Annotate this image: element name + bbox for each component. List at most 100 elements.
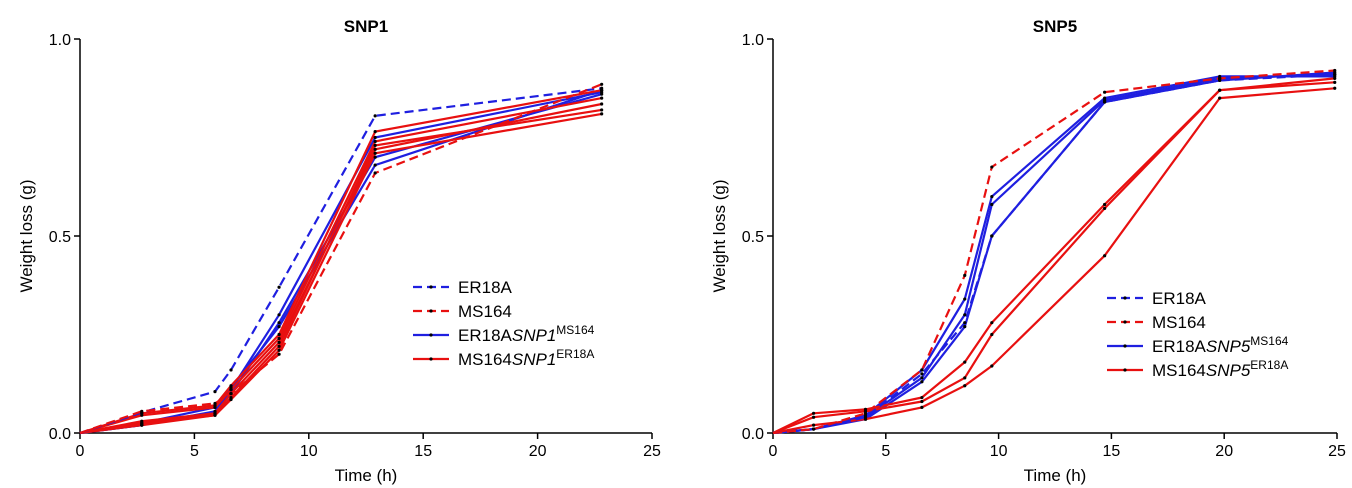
chart-1-data-point <box>920 376 924 380</box>
chart-1-legend-marker <box>1123 344 1127 348</box>
chart-0-legend-strain: ER18A <box>458 326 513 345</box>
chart-0-x-axis-label: Time (h) <box>335 466 398 485</box>
chart-0-data-point <box>229 388 233 392</box>
chart-0-data-point <box>277 285 281 289</box>
chart-0-x-tick-label: 15 <box>414 443 432 460</box>
chart-1-data-point <box>812 423 816 427</box>
chart-1-legend-allele: MS164 <box>1250 334 1288 348</box>
chart-1-legend-strain: ER18A <box>1152 289 1207 308</box>
chart-1-data-point <box>963 325 967 329</box>
chart-0-x-tick-label: 20 <box>529 443 547 460</box>
chart-0-data-point <box>373 114 377 118</box>
chart-0-x-tick-label: 25 <box>643 443 661 460</box>
chart-1-series-line <box>772 75 1335 435</box>
chart-0-legend-allele: ER18A <box>556 347 594 361</box>
chart-0-data-point <box>600 88 604 92</box>
chart-0-legend-marker <box>429 333 433 337</box>
chart-1-data-point <box>963 360 967 364</box>
chart-1-data-point <box>990 332 994 337</box>
chart-0-data-point <box>229 384 233 388</box>
chart-0-series-line <box>79 87 602 435</box>
chart-0-series-line <box>79 89 603 435</box>
chart-0-data-point <box>600 96 604 100</box>
chart-1-data-point <box>920 380 924 384</box>
chart-1-y-tick-label: 0.0 <box>742 426 764 443</box>
chart-1-x-tick-label: 20 <box>1215 443 1233 460</box>
chart-panel-snp1: SNP1 0 5 10 15 20 25 0.0 0.5 1.0 Time (h) Weight lo… <box>17 17 661 485</box>
chart-1-data-point <box>1103 254 1107 258</box>
chart-1-series-line <box>772 77 1335 434</box>
chart-1-x-tick-label: 25 <box>1328 443 1346 460</box>
chart-0-series-line <box>79 108 602 435</box>
chart-0-series-line <box>79 112 602 435</box>
chart-1-data-point <box>963 321 967 325</box>
chart-1-data-point <box>1103 100 1107 104</box>
chart-1-y-axis-label: Weight loss (g) <box>710 179 729 292</box>
chart-0-data-point <box>373 135 377 140</box>
chart-1-data-point <box>920 395 924 400</box>
chart-1-data-point <box>812 415 816 419</box>
chart-0-data-point <box>600 112 604 116</box>
chart-1-data-point <box>812 427 816 431</box>
chart-1-legend-strain: ER18A <box>1152 337 1207 356</box>
chart-0-data-point <box>277 348 281 352</box>
chart-0-data-point <box>213 405 217 409</box>
chart-0-legend-strain: MS164 <box>458 302 512 321</box>
chart-1-x-tick-label: 0 <box>769 443 778 460</box>
chart-1-data-point <box>920 372 924 376</box>
chart-0-legend-label: MS164 <box>458 302 512 321</box>
chart-1-legend-gene: SNP5 <box>1206 337 1251 356</box>
chart-0-data-point <box>277 332 281 337</box>
chart-1-data-point <box>963 313 967 317</box>
chart-1-legend-strain: MS164 <box>1152 313 1206 332</box>
chart-0-data-point <box>213 413 217 417</box>
chart-0-legend-label: MS164SNP1ER18A <box>458 347 594 369</box>
chart-0-data-point <box>373 163 377 167</box>
chart-0-y-tick-label: 1.0 <box>49 32 71 49</box>
chart-0-data-point <box>277 352 281 356</box>
chart-0-series-line <box>79 93 602 435</box>
chart-1-data-point <box>1333 70 1337 75</box>
chart-0-data-point <box>277 321 281 325</box>
chart-1-series-line <box>772 69 1335 435</box>
chart-0-data-point <box>213 390 217 394</box>
chart-1-title: SNP5 <box>1033 17 1077 36</box>
chart-0-series-line <box>79 89 602 435</box>
chart-0-series-line <box>79 102 602 435</box>
chart-1-data-point <box>990 364 994 368</box>
chart-0-y-tick-label: 0.5 <box>49 229 71 246</box>
chart-0-legend-marker <box>429 357 433 361</box>
chart-1-data-point <box>990 165 994 169</box>
chart-1-legend-label: MS164SNP5ER18A <box>1152 358 1288 380</box>
chart-0-legend-marker <box>429 285 433 289</box>
chart-0-x-tick-label: 5 <box>190 443 199 460</box>
chart-0-data-point <box>600 82 604 86</box>
chart-1-data-point <box>1103 90 1107 94</box>
chart-1-data-point <box>920 405 924 409</box>
chart-1-data-point <box>990 195 994 199</box>
chart-1-data-point <box>920 399 924 404</box>
chart-1-legend-marker <box>1123 320 1127 324</box>
chart-1-data-point <box>1103 202 1107 207</box>
chart-1-legend-strain: MS164 <box>1152 361 1206 380</box>
chart-1-data-point <box>1333 86 1337 90</box>
chart-0-y-tick-label: 0.0 <box>49 426 71 443</box>
chart-0-legend-label: ER18ASNP1MS164 <box>458 323 595 345</box>
chart-panel-snp5: SNP5 0 5 10 15 20 25 0.0 0.5 1.0 Time (h) Weight lo… <box>710 17 1346 485</box>
chart-1-data-point <box>1333 80 1337 84</box>
chart-0-data-point <box>277 340 281 344</box>
chart-1-data-point <box>1333 76 1337 80</box>
chart-1-data-point <box>1218 78 1222 82</box>
chart-1-data-point <box>990 234 994 238</box>
chart-0-data-point <box>229 368 233 372</box>
chart-1-data-point <box>990 321 994 325</box>
chart-0-data-point <box>373 129 377 134</box>
chart-0-y-axis-label: Weight loss (g) <box>17 179 36 292</box>
chart-0-legend-strain: ER18A <box>458 278 513 297</box>
chart-0-data-point <box>373 171 377 175</box>
chart-0-series-line <box>79 83 603 435</box>
chart-0-x-tick-label: 0 <box>76 443 85 460</box>
chart-0-x-tick-label: 10 <box>300 443 318 460</box>
